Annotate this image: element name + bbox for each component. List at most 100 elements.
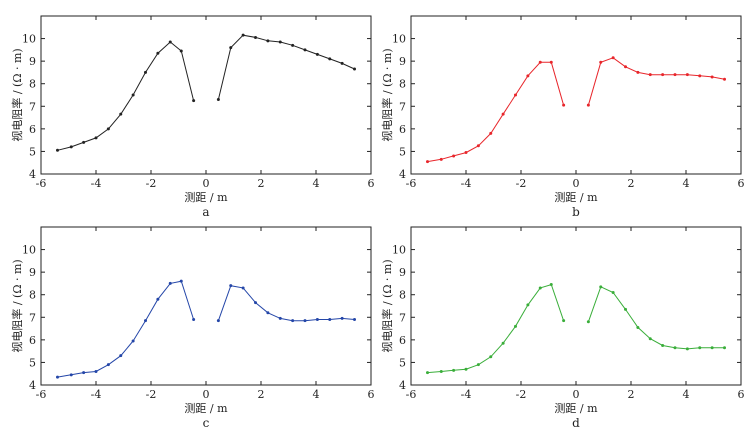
x-tick-label: -4 bbox=[91, 177, 102, 190]
x-tick-label: 6 bbox=[738, 388, 745, 401]
data-point bbox=[562, 103, 566, 107]
data-point bbox=[278, 40, 282, 44]
data-point bbox=[514, 93, 517, 97]
data-point bbox=[119, 112, 123, 116]
data-point bbox=[599, 285, 603, 289]
data-point bbox=[624, 65, 627, 69]
data-point bbox=[168, 40, 172, 44]
data-point bbox=[56, 375, 59, 379]
y-tick-label: 8 bbox=[399, 78, 406, 91]
data-point bbox=[586, 320, 590, 324]
x-tick-label: 0 bbox=[203, 177, 210, 190]
data-point bbox=[501, 341, 505, 345]
data-point bbox=[538, 286, 542, 290]
data-point bbox=[611, 56, 615, 60]
data-point bbox=[526, 74, 530, 78]
data-point bbox=[82, 371, 86, 375]
data-point bbox=[526, 303, 530, 307]
data-point bbox=[439, 157, 443, 161]
y-tick-label: 9 bbox=[29, 266, 36, 279]
data-point bbox=[106, 363, 110, 367]
data-point bbox=[254, 35, 257, 39]
x-tick-label: -6 bbox=[406, 388, 417, 401]
x-tick-label: 4 bbox=[683, 177, 690, 190]
series-line-right bbox=[587, 286, 725, 350]
y-axis-label: 视电阻率 / (Ω · m) bbox=[380, 48, 394, 141]
data-point bbox=[661, 344, 665, 347]
y-tick-label: 10 bbox=[392, 33, 406, 46]
data-point bbox=[710, 346, 714, 350]
data-point bbox=[353, 318, 356, 322]
plot-frame bbox=[410, 226, 742, 386]
chart-panel-b: -6 -4 -2 0 2 4 6 4 5 6 7 8 9 10 测距 / m 视电阻率 / (Ω · m) b bbox=[380, 15, 745, 219]
data-point bbox=[514, 324, 517, 328]
data-point bbox=[549, 60, 553, 64]
data-point bbox=[464, 151, 468, 155]
data-point bbox=[673, 346, 677, 350]
data-point bbox=[119, 354, 123, 358]
data-point bbox=[131, 93, 135, 97]
data-point bbox=[599, 60, 603, 64]
series-line-right bbox=[217, 285, 355, 322]
x-tick-label: 4 bbox=[313, 388, 320, 401]
y-tick-label: 5 bbox=[399, 356, 406, 369]
x-tick-label: -2 bbox=[516, 388, 527, 401]
y-tick-label: 5 bbox=[29, 356, 36, 369]
data-point bbox=[328, 318, 332, 322]
data-point bbox=[549, 283, 553, 287]
data-point bbox=[56, 148, 59, 152]
y-tick-label: 7 bbox=[399, 311, 406, 324]
chart-panel-c: -6 -4 -2 0 2 4 6 4 5 6 7 8 9 10 测距 / m 视电阻率 / (Ω · m) c bbox=[10, 226, 375, 430]
series-line-left bbox=[57, 41, 195, 151]
y-tick-label: 9 bbox=[399, 55, 406, 68]
data-point bbox=[278, 316, 282, 320]
data-point bbox=[648, 73, 652, 77]
data-point bbox=[69, 145, 73, 149]
y-tick-label: 4 bbox=[29, 379, 36, 392]
data-point bbox=[291, 43, 295, 47]
y-tick-label: 6 bbox=[399, 123, 406, 136]
panel-label: d bbox=[572, 416, 580, 430]
y-tick-label: 8 bbox=[29, 289, 36, 302]
y-axis-label: 视电阻率 / (Ω · m) bbox=[10, 259, 24, 352]
data-point bbox=[303, 48, 307, 52]
y-tick-label: 9 bbox=[399, 266, 406, 279]
x-tick-label: 0 bbox=[573, 388, 580, 401]
x-tick-label: 6 bbox=[738, 177, 745, 190]
x-tick-label: -4 bbox=[461, 177, 472, 190]
x-tick-label: 0 bbox=[573, 177, 580, 190]
x-tick-label: 2 bbox=[258, 388, 265, 401]
plot-frame bbox=[40, 226, 372, 386]
x-tick-label: 0 bbox=[203, 388, 210, 401]
data-point bbox=[538, 60, 542, 64]
data-point bbox=[229, 46, 233, 50]
x-tick-label: -4 bbox=[461, 388, 472, 401]
x-axis-label: 测距 / m bbox=[554, 402, 598, 415]
y-tick-label: 5 bbox=[399, 145, 406, 158]
y-tick-label: 9 bbox=[29, 55, 36, 68]
plot-frame bbox=[40, 15, 372, 175]
data-point bbox=[661, 73, 665, 77]
y-axis-label: 视电阻率 / (Ω · m) bbox=[10, 48, 24, 141]
data-point bbox=[291, 319, 295, 323]
data-point bbox=[611, 290, 615, 294]
x-axis-label: 测距 / m bbox=[554, 191, 598, 204]
data-point bbox=[144, 319, 147, 323]
data-point bbox=[241, 286, 245, 290]
data-point bbox=[723, 77, 726, 81]
data-point bbox=[241, 33, 245, 37]
y-tick-label: 6 bbox=[29, 123, 36, 136]
data-point bbox=[192, 99, 196, 103]
x-tick-label: 2 bbox=[628, 388, 635, 401]
data-point bbox=[353, 67, 356, 71]
data-point bbox=[340, 61, 344, 65]
y-tick-label: 4 bbox=[29, 168, 36, 181]
data-point bbox=[624, 307, 627, 311]
data-point bbox=[266, 39, 270, 43]
x-axis-label: 测距 / m bbox=[184, 191, 228, 204]
y-tick-label: 7 bbox=[29, 311, 36, 324]
data-point bbox=[94, 136, 98, 140]
data-point bbox=[710, 75, 714, 79]
data-point bbox=[489, 131, 493, 135]
data-point bbox=[266, 311, 270, 315]
